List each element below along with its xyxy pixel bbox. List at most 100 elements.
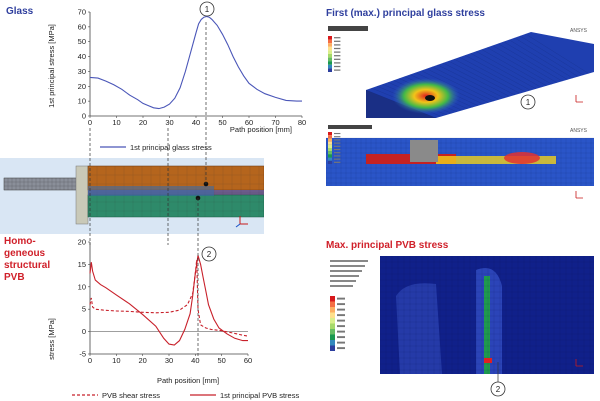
y-tick-label: 30 bbox=[78, 67, 86, 76]
y-tick-label: 70 bbox=[78, 8, 86, 17]
legend-value-mark bbox=[334, 152, 341, 154]
tension-zone bbox=[436, 156, 556, 164]
legend-value-mark bbox=[337, 341, 345, 344]
legend-color-cell bbox=[330, 296, 335, 302]
y-tick-label: 5 bbox=[82, 305, 86, 314]
legend-color-cell bbox=[330, 323, 335, 329]
inner-mesh-strip bbox=[88, 186, 214, 196]
legend-color-cell bbox=[328, 61, 332, 65]
x-tick-label: 30 bbox=[165, 118, 173, 127]
y-tick-label: 50 bbox=[78, 37, 86, 46]
mesh-line bbox=[481, 49, 547, 86]
axis-triad bbox=[575, 359, 583, 367]
legend-value-mark bbox=[334, 132, 341, 135]
mesh-line bbox=[514, 37, 579, 77]
mesh-line bbox=[459, 57, 526, 93]
pvb-heading-line: structural bbox=[4, 260, 51, 271]
legend-color-cell bbox=[328, 39, 332, 44]
legend-color-cell bbox=[328, 157, 332, 161]
info-text-line bbox=[330, 275, 359, 277]
pvb-heading: Homo- geneous structural PVB bbox=[4, 236, 50, 284]
legend-value-mark bbox=[334, 145, 341, 147]
y-tick-label: 20 bbox=[78, 82, 86, 91]
legend-label-principal: 1st principal PVB stress bbox=[220, 391, 299, 400]
fem-color-legend bbox=[328, 36, 341, 72]
x-tick-label: 10 bbox=[112, 118, 120, 127]
fem-color-legend bbox=[330, 260, 368, 351]
info-text-line bbox=[330, 260, 368, 262]
mesh-line bbox=[426, 68, 494, 102]
ansys-logo: ANSYS bbox=[570, 28, 588, 34]
legend-color-cell bbox=[328, 46, 332, 51]
lower-glass-ply bbox=[87, 194, 264, 218]
legend-color-cell bbox=[328, 68, 332, 72]
legend-color-cell bbox=[330, 312, 335, 318]
mesh-line bbox=[470, 53, 537, 89]
fem-mesh bbox=[326, 137, 594, 186]
evaluation-point-pvb bbox=[195, 195, 201, 201]
marker-1-right: 1 bbox=[520, 94, 536, 110]
legend-color-cell bbox=[330, 340, 335, 346]
axis-triad bbox=[239, 216, 248, 225]
mesh-line bbox=[486, 47, 552, 85]
mesh-line bbox=[453, 58, 521, 94]
legend-color-cell bbox=[328, 43, 332, 47]
glass-stress-chart: 0 10 20 30 40 50 60 70 80 0 10 20 30 40 50 60 70 Path po… bbox=[47, 8, 307, 153]
x-tick-label: 50 bbox=[217, 356, 225, 365]
legend-color-cell bbox=[328, 135, 332, 139]
fem-pvb-plot bbox=[326, 256, 594, 376]
legend-color-cell bbox=[328, 144, 332, 148]
legend-label-shear: PVB shear stress bbox=[102, 391, 160, 400]
x-tick-label: 0 bbox=[88, 356, 92, 365]
x-tick-label: 70 bbox=[271, 118, 279, 127]
series-line-1 bbox=[89, 255, 248, 346]
legend-value-mark bbox=[334, 155, 341, 157]
mesh-line bbox=[525, 33, 589, 74]
legend-color-cell bbox=[328, 141, 332, 145]
legend-value-mark bbox=[334, 139, 341, 141]
legend-value-mark bbox=[337, 314, 345, 317]
legend-color-cell bbox=[330, 329, 335, 335]
x-axis-label: Path position [mm] bbox=[157, 376, 219, 385]
mesh-line bbox=[431, 66, 500, 100]
legend-value-mark bbox=[334, 148, 341, 151]
legend-value-mark bbox=[334, 142, 341, 144]
legend-value-mark bbox=[334, 51, 341, 53]
clamp-section bbox=[410, 140, 438, 162]
stress-hotspot bbox=[484, 358, 492, 363]
legend-color-cell bbox=[330, 301, 335, 307]
fem-mesh bbox=[379, 256, 594, 374]
x-tick-label: 80 bbox=[298, 118, 306, 127]
marker-2-leader bbox=[497, 362, 499, 382]
chart-axes: 0 10 20 30 40 50 60 70 80 0 10 20 30 40 50 60 70 bbox=[78, 8, 307, 128]
legend-value-mark bbox=[337, 297, 345, 300]
mesh-line bbox=[475, 51, 542, 88]
marker-label: 2 bbox=[496, 385, 501, 394]
y-tick-label: 0 bbox=[82, 112, 86, 121]
legend-value-mark bbox=[337, 336, 345, 339]
glass-heading: Glass bbox=[6, 6, 34, 17]
mesh-line bbox=[492, 45, 558, 83]
x-tick-label: 10 bbox=[112, 356, 120, 365]
y-axis-label: 1st principal stress [MPa] bbox=[47, 24, 56, 108]
legend-value-mark bbox=[334, 161, 341, 163]
legend-value-mark bbox=[337, 308, 345, 311]
clamp-plate bbox=[3, 177, 87, 191]
fem-title-bar bbox=[328, 26, 368, 31]
series-line-0 bbox=[89, 259, 249, 337]
mesh-line bbox=[448, 60, 516, 96]
pvb-heading-line: Homo- bbox=[4, 236, 36, 247]
glass-stress-panel-heading: First (max.) principal glass stress bbox=[326, 8, 485, 19]
x-tick-label: 0 bbox=[88, 118, 92, 127]
x-axis-label: Path position [mm] bbox=[230, 125, 292, 134]
legend-color-cell bbox=[330, 334, 335, 340]
marker-2-right: 2 bbox=[490, 381, 506, 397]
pvb-heading-line: PVB bbox=[4, 272, 25, 283]
legend-value-mark bbox=[337, 319, 345, 322]
fem-glass-plot-side: ANSYS bbox=[326, 122, 594, 206]
y-tick-label: 15 bbox=[78, 260, 86, 269]
pvb-stress-panel-heading: Max. principal PVB stress bbox=[326, 240, 449, 251]
legend-color-cell bbox=[328, 151, 332, 155]
y-tick-label: 10 bbox=[78, 282, 86, 291]
legend-value-mark bbox=[334, 58, 341, 60]
